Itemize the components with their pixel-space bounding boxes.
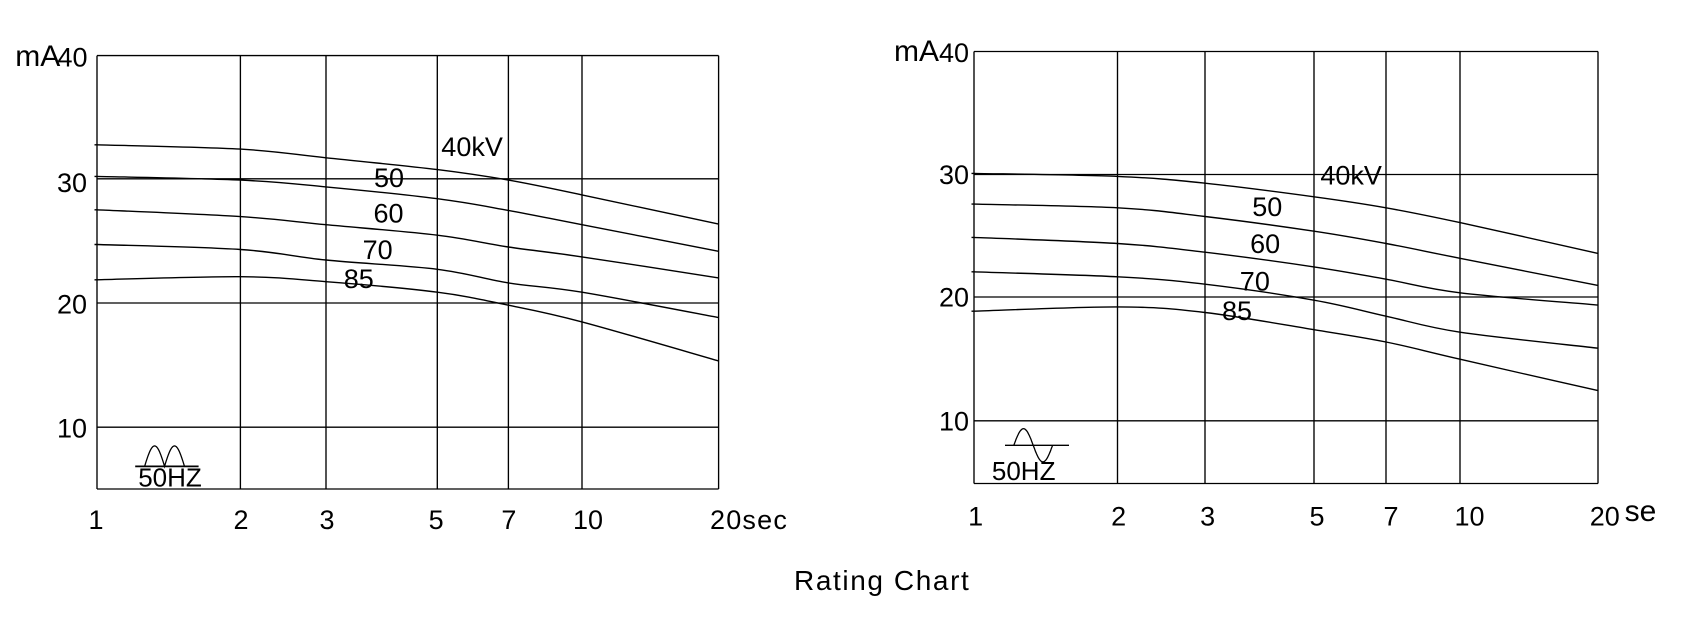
- svg-text:Rating Chart: Rating Chart: [794, 565, 970, 596]
- svg-text:30: 30: [57, 168, 87, 198]
- svg-text:50HZ: 50HZ: [992, 456, 1056, 486]
- svg-text:mA: mA: [15, 40, 60, 73]
- svg-text:20: 20: [57, 290, 87, 320]
- svg-text:3: 3: [1200, 502, 1215, 532]
- svg-text:10: 10: [57, 414, 87, 444]
- svg-text:40: 40: [57, 42, 87, 72]
- svg-text:30: 30: [939, 160, 969, 190]
- svg-text:3: 3: [319, 505, 334, 535]
- svg-text:1: 1: [88, 505, 103, 535]
- svg-text:50: 50: [374, 163, 404, 193]
- svg-text:7: 7: [501, 505, 516, 535]
- svg-text:85: 85: [344, 264, 374, 294]
- svg-text:40kV: 40kV: [1320, 161, 1382, 191]
- svg-text:5: 5: [429, 505, 444, 535]
- svg-text:40: 40: [939, 38, 969, 68]
- svg-text:5: 5: [1309, 502, 1324, 532]
- svg-text:85: 85: [1222, 296, 1252, 326]
- svg-text:2: 2: [233, 505, 248, 535]
- svg-text:se: se: [1625, 495, 1657, 528]
- svg-text:40kV: 40kV: [441, 132, 503, 162]
- svg-text:50: 50: [1252, 192, 1282, 222]
- svg-text:20: 20: [1590, 502, 1620, 532]
- svg-text:70: 70: [363, 235, 393, 265]
- svg-text:20sec: 20sec: [710, 505, 788, 535]
- svg-text:20: 20: [939, 283, 969, 313]
- svg-text:mA: mA: [894, 35, 939, 68]
- svg-text:10: 10: [1454, 502, 1484, 532]
- svg-text:7: 7: [1383, 502, 1398, 532]
- svg-text:60: 60: [374, 198, 404, 228]
- svg-text:10: 10: [939, 407, 969, 437]
- svg-text:60: 60: [1250, 229, 1280, 259]
- svg-text:2: 2: [1111, 502, 1126, 532]
- svg-text:10: 10: [573, 505, 603, 535]
- svg-text:70: 70: [1240, 267, 1270, 297]
- svg-text:50HZ: 50HZ: [138, 463, 202, 493]
- svg-text:1: 1: [968, 502, 983, 532]
